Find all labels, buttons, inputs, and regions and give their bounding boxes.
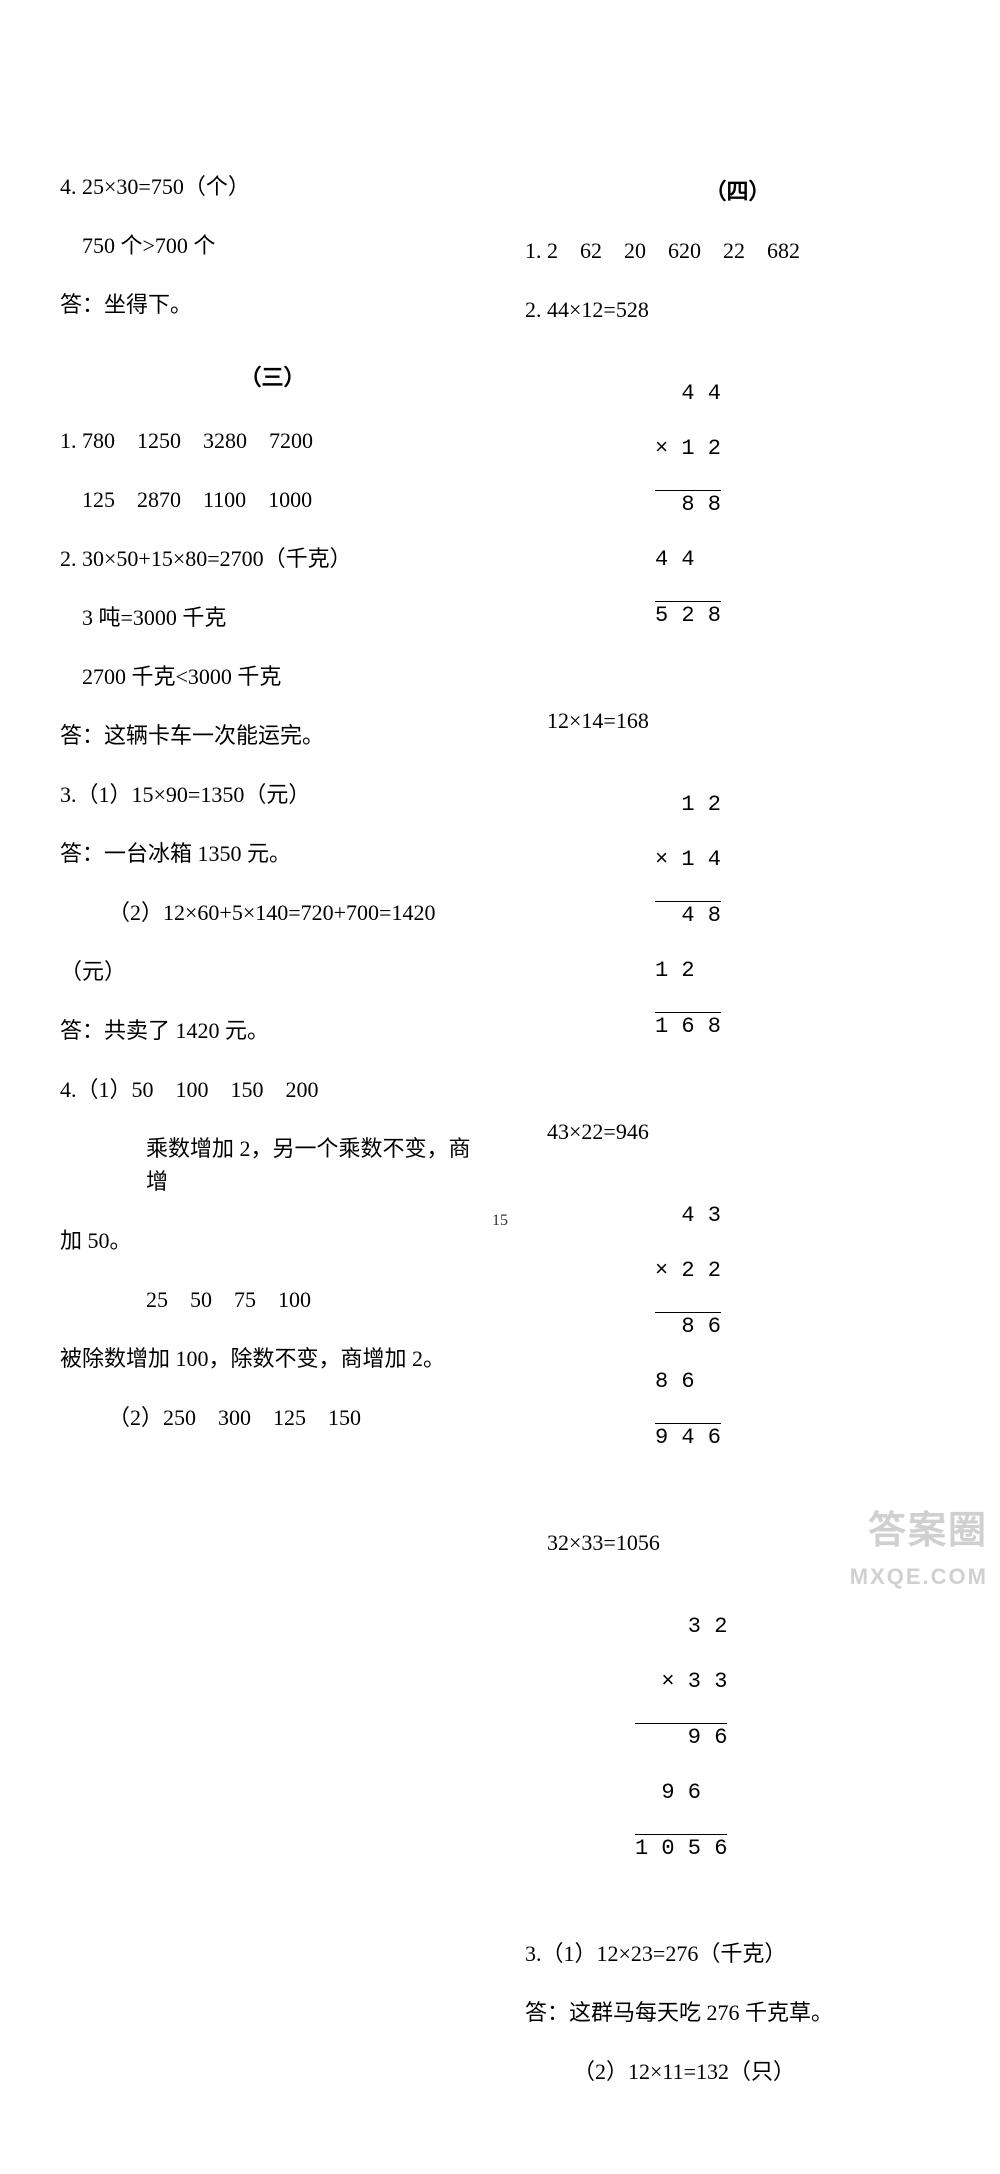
mul4-r2: × 3 3 <box>635 1668 727 1696</box>
s3-p2b: 3 吨=3000 千克 <box>60 601 485 634</box>
mul4-r1: 3 2 <box>635 1613 727 1641</box>
s4-p3b: （2）12×11=132（只） <box>525 2055 950 2088</box>
mul1-r4: 4 4 <box>655 546 721 574</box>
s4-p1: 1. 2 62 20 620 22 682 <box>525 234 950 267</box>
mul1-r1: 4 4 <box>655 380 721 408</box>
mul1-r3: 8 8 <box>655 490 721 519</box>
mul4-r5: 1 0 5 6 <box>635 1834 727 1863</box>
s3-p2a: 2. 30×50+15×80=2700（千克） <box>60 542 485 575</box>
p4-cmp: 750 个>700 个 <box>60 229 485 262</box>
mul2-r4: 1 2 <box>655 957 721 985</box>
s4-eq3: 43×22=946 <box>525 1115 950 1148</box>
s3-p3a: 3.（1）15×90=1350（元） <box>60 778 485 811</box>
s3-p3ans2: 答：共卖了 1420 元。 <box>60 1014 485 1047</box>
mul1-r2: × 1 2 <box>655 435 721 463</box>
s3-p4b: 乘数增加 2，另一个乘数不变，商增 <box>60 1132 485 1198</box>
mul1-r5: 5 2 8 <box>655 601 721 630</box>
mul2-r5: 1 6 8 <box>655 1012 721 1041</box>
s3-p1b: 125 2870 1100 1000 <box>60 483 485 516</box>
mul2-r1: 1 2 <box>655 791 721 819</box>
s3-p4c: 25 50 75 100 <box>60 1283 485 1316</box>
s4-eq2: 12×14=168 <box>525 704 950 737</box>
s3-p2ans: 答：这辆卡车一次能运完。 <box>60 719 485 752</box>
s4-p2: 2. 44×12=528 <box>525 293 950 326</box>
right-column: （四） 1. 2 62 20 620 22 682 2. 44×12=528 4… <box>505 175 950 2114</box>
s3-p3unit: （元） <box>60 955 485 988</box>
mul4-r3: 9 6 <box>635 1723 727 1752</box>
s3-p3ans1: 答：一台冰箱 1350 元。 <box>60 837 485 870</box>
mul2-r2: × 1 4 <box>655 846 721 874</box>
long-multiplication-2: 1 2 × 1 4 4 8 1 2 1 6 8 <box>655 763 721 1095</box>
s4-p3a: 3.（1）12×23=276（千克） <box>525 1937 950 1970</box>
mul3-r3: 8 6 <box>655 1312 721 1341</box>
mul3-r4: 8 6 <box>655 1368 721 1396</box>
page-number: 15 <box>0 1209 1000 1233</box>
long-multiplication-1: 4 4 × 1 2 8 8 4 4 5 2 8 <box>655 352 721 684</box>
section-4-title: （四） <box>525 175 950 208</box>
s3-p4e: （2）250 300 125 150 <box>60 1401 485 1434</box>
watermark: 答案圈 MXQE.COM <box>850 1503 988 1593</box>
mul4-r4: 9 6 <box>635 1779 727 1807</box>
p4-ans: 答：坐得下。 <box>60 288 485 321</box>
mul3-r2: × 2 2 <box>655 1257 721 1285</box>
watermark-bottom: MXQE.COM <box>850 1560 988 1593</box>
long-multiplication-4: 3 2 × 3 3 9 6 9 6 1 0 5 6 <box>635 1585 727 1917</box>
s3-p2c: 2700 千克<3000 千克 <box>60 660 485 693</box>
left-column: 4. 25×30=750（个） 750 个>700 个 答：坐得下。 （三） 1… <box>60 170 505 2114</box>
s4-p3ans: 答：这群马每天吃 276 千克草。 <box>525 1996 950 2029</box>
s3-p4d: 被除数增加 100，除数不变，商增加 2。 <box>60 1342 485 1375</box>
p4-eq: 4. 25×30=750（个） <box>60 170 485 203</box>
s3-p3b: （2）12×60+5×140=720+700=1420 <box>60 896 485 929</box>
section-3-title: （三） <box>60 361 485 394</box>
mul2-r3: 4 8 <box>655 901 721 930</box>
s3-p4a: 4.（1）50 100 150 200 <box>60 1073 485 1106</box>
mul3-r5: 9 4 6 <box>655 1423 721 1452</box>
s3-p1a: 1. 780 1250 3280 7200 <box>60 424 485 457</box>
watermark-top: 答案圈 <box>850 1503 988 1560</box>
